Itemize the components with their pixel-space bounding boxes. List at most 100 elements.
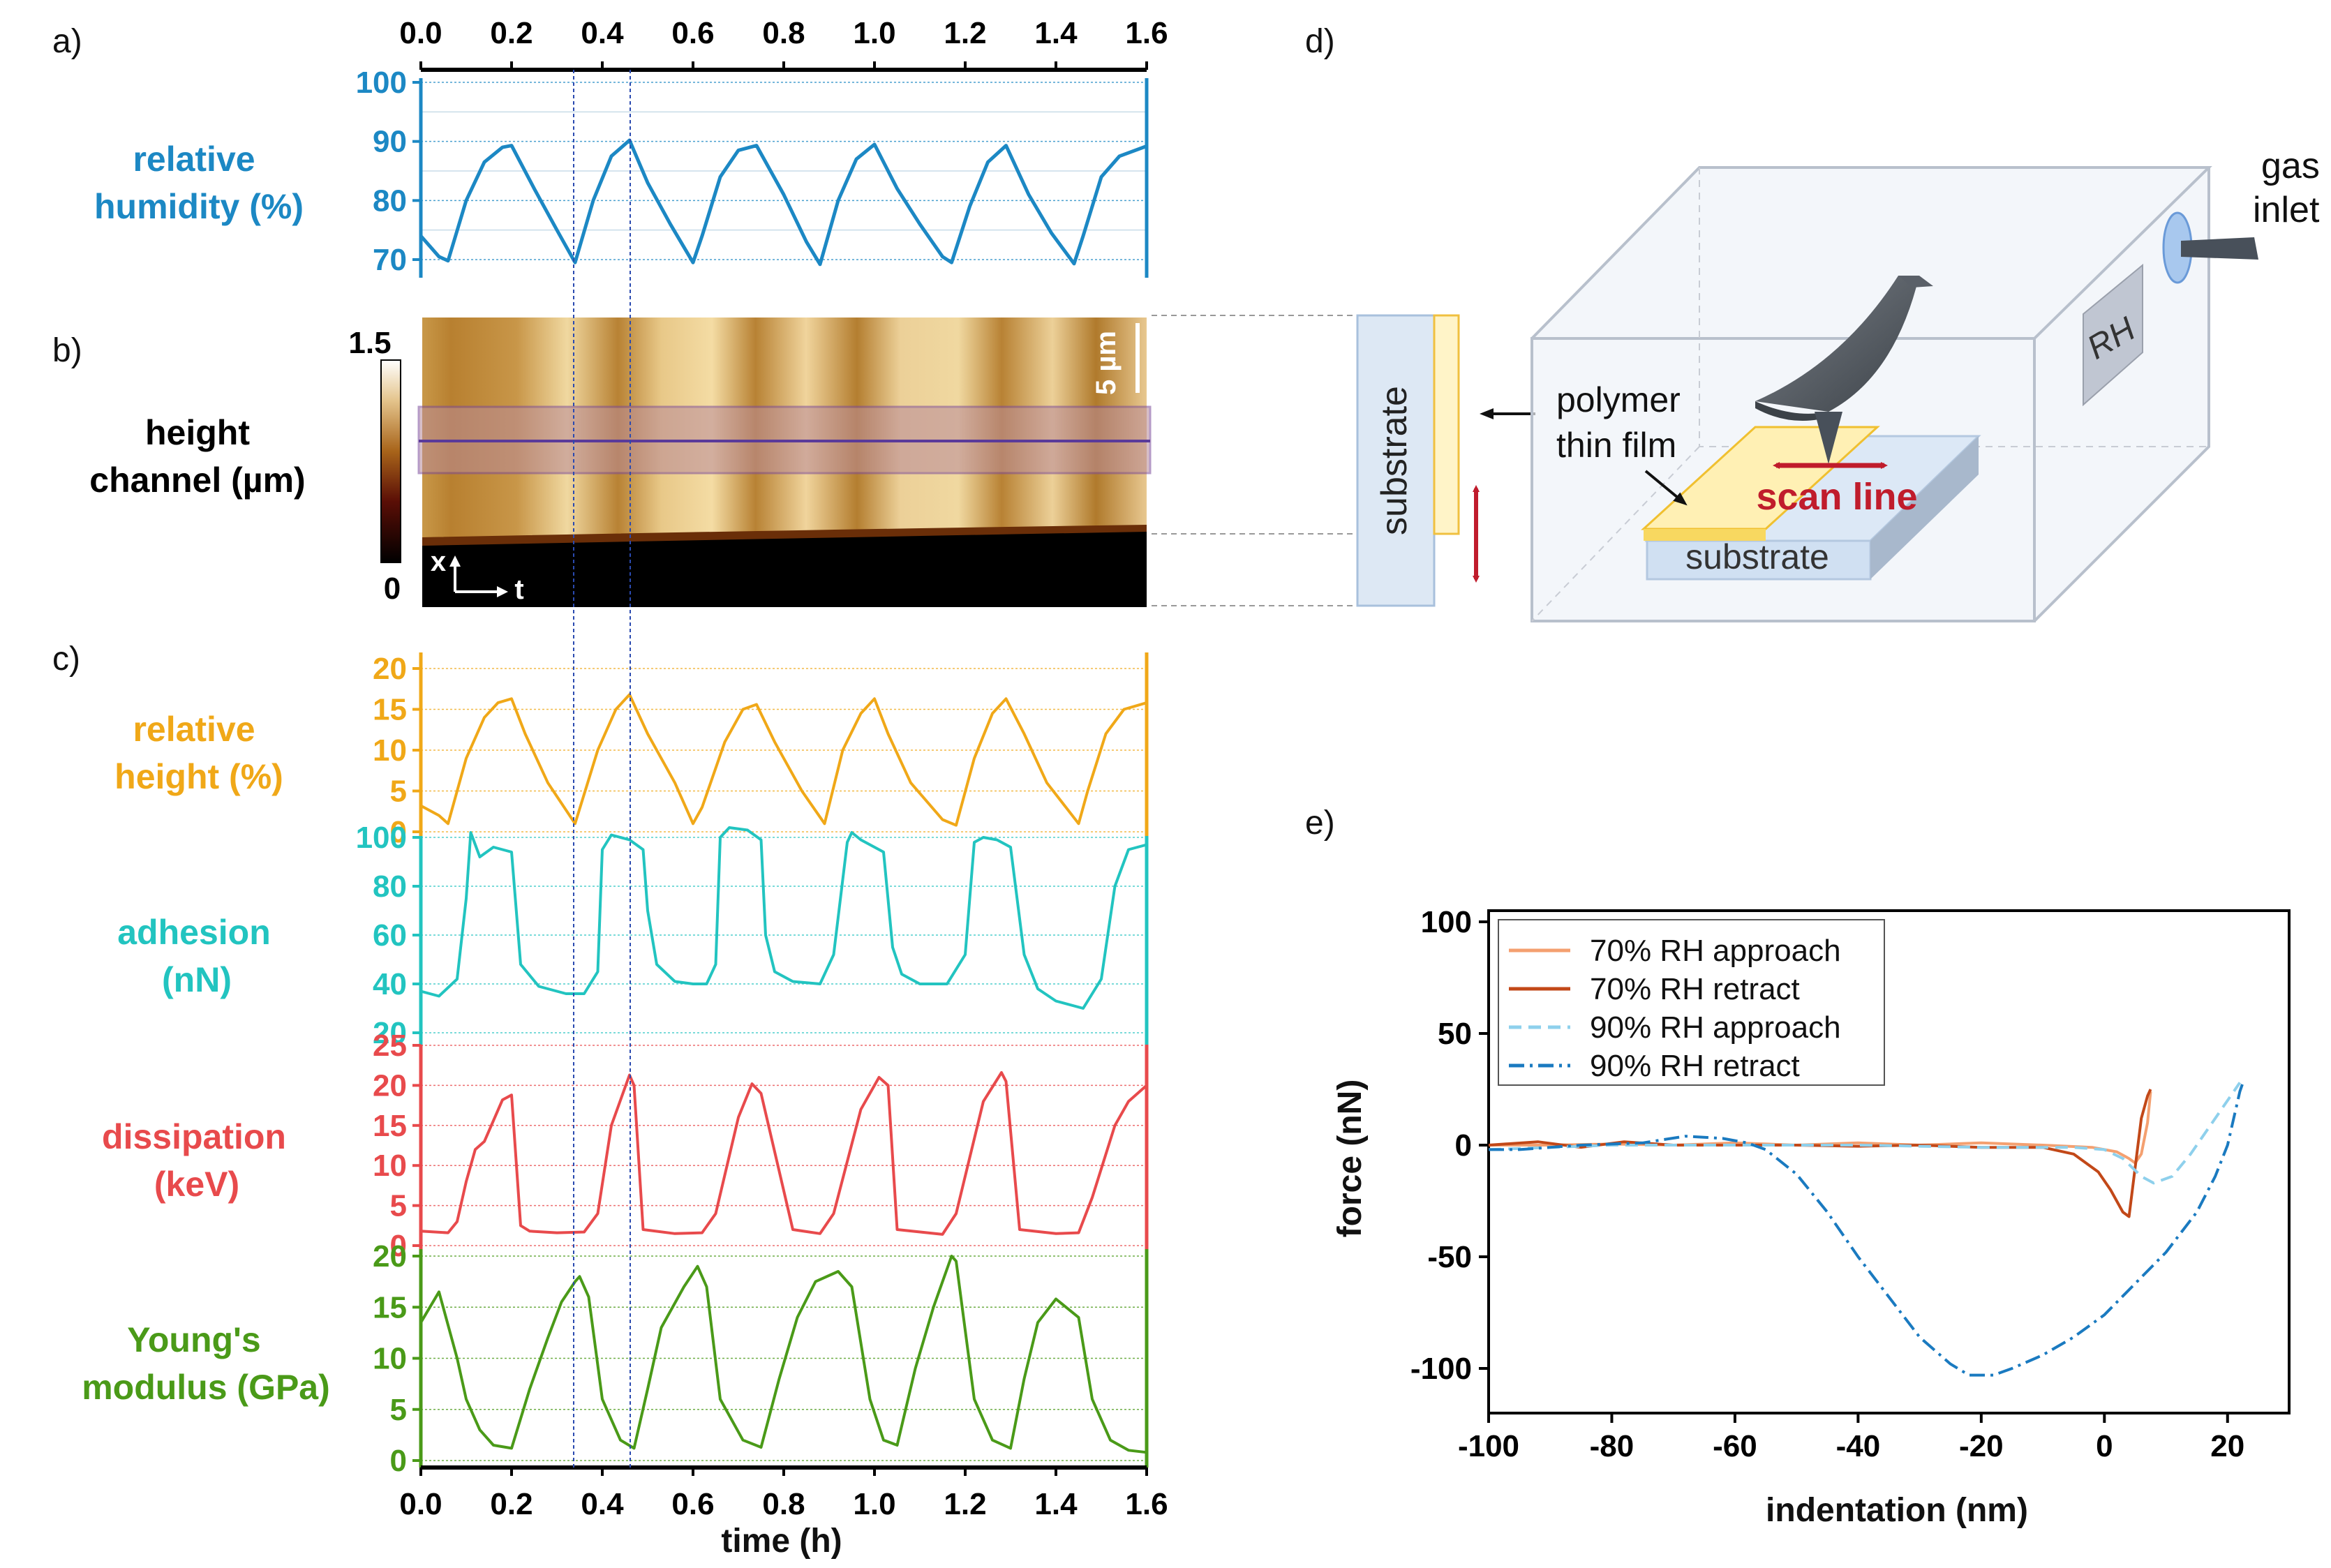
force-xlabel: indentation (nm)	[1766, 1492, 2028, 1529]
modulus-ylabel-1: Young's	[127, 1320, 261, 1359]
adhesion-plot: 20 40 60 80 100	[356, 821, 1149, 1050]
force-curve-chart: -100 -80 -60 -40 -20 0 20 -100 -50 0 50 100 indenta…	[1332, 905, 2291, 1529]
bottom-tick-label: 0.2	[490, 1487, 533, 1521]
rh-sensor	[2083, 263, 2143, 407]
y-tick-label: 50	[1438, 1017, 1472, 1051]
adhesion-ylabel-2: (nN)	[162, 960, 232, 999]
x-tick-label: 20	[2210, 1429, 2244, 1463]
bottom-tick-label: 1.4	[1034, 1487, 1078, 1521]
y-tick-label: 0	[390, 1229, 407, 1263]
force-series-line	[1488, 1082, 2242, 1185]
top-tick-label: 0.0	[399, 16, 442, 50]
gas-inlet-label-1: gas	[2261, 146, 2320, 186]
series-line-adhesion	[420, 826, 1147, 1010]
bottom-tick-label: 1.2	[944, 1487, 986, 1521]
y-tick-label: 80	[373, 869, 407, 904]
series-line-dissipation	[420, 1071, 1148, 1236]
bottom-tick-label: 0.0	[399, 1487, 442, 1521]
bottom-tick-label: 0.6	[671, 1487, 714, 1521]
x-tick-label: -40	[1836, 1429, 1881, 1463]
top-tick-label: 0.8	[762, 16, 805, 50]
axis-t-label: t	[514, 574, 523, 605]
y-tick-label: 40	[373, 967, 407, 1001]
y-tick-label: 15	[373, 693, 407, 727]
humidity-plot: 70 80 90 100	[356, 66, 1149, 278]
series-line-youngs-modulus	[419, 1255, 1147, 1454]
y-tick-label: 20	[373, 1068, 407, 1103]
y-tick-label: 10	[373, 1149, 407, 1183]
height-ylabel-line2: channel (µm)	[89, 461, 305, 500]
scale-bar-label: 5 µm	[1091, 331, 1122, 395]
force-series-line	[1489, 1091, 2152, 1165]
y-tick-label: 100	[1421, 905, 1472, 939]
y-tick-label: 10	[373, 1342, 407, 1376]
humidity-ylabel-line1: relative	[133, 140, 255, 179]
y-tick-label: 90	[373, 125, 407, 159]
substrate-region	[422, 530, 1147, 607]
top-tick-label: 0.6	[671, 16, 714, 50]
y-tick-label: 5	[390, 1393, 407, 1427]
y-tick-label: 0	[390, 815, 407, 849]
legend-label: 70% RH retract	[1590, 972, 1800, 1006]
force-series-line	[1488, 1089, 2152, 1218]
height-ylabel-1: relative	[133, 710, 255, 749]
humidity-ylabel-line2: humidity (%)	[94, 187, 304, 226]
relative-height-plot: 0 5 10 15 20	[373, 652, 1149, 849]
polymer-label-2: thin film	[1556, 426, 1676, 465]
y-tick-label: 70	[373, 243, 407, 277]
y-tick-label: -50	[1427, 1240, 1472, 1274]
force-plot-frame	[1487, 909, 2291, 1414]
force-series-line	[1489, 1082, 2244, 1377]
x-tick-label: -60	[1713, 1429, 1757, 1463]
polymer-label-1: polymer	[1556, 380, 1681, 419]
bottom-tick-label: 1.0	[853, 1487, 895, 1521]
panel-label-e: e)	[1305, 805, 1335, 842]
bottom-tick-label: 1.6	[1125, 1487, 1168, 1521]
y-tick-label: 100	[356, 66, 407, 100]
y-tick-label: 5	[390, 775, 407, 809]
colorbar-max: 1.5	[348, 326, 391, 360]
top-tick-label: 1.4	[1034, 16, 1078, 50]
series-line-relative-height	[420, 693, 1147, 827]
y-tick-label: 60	[373, 918, 407, 953]
legend-label: 90% RH retract	[1590, 1049, 1800, 1083]
bottom-tick-label: 0.8	[762, 1487, 805, 1521]
top-tick-label: 1.2	[944, 16, 986, 50]
x-tick-label: -80	[1590, 1429, 1634, 1463]
colorbar	[380, 359, 401, 563]
dissipation-ylabel-1: dissipation	[102, 1117, 286, 1156]
y-tick-label: 15	[373, 1290, 407, 1324]
force-ylabel: force (nN)	[1332, 1080, 1369, 1238]
y-tick-label: 0	[1455, 1128, 1472, 1163]
y-tick-label: 100	[356, 821, 407, 855]
y-tick-label: 25	[373, 1029, 407, 1063]
top-time-ticks: 0.0 0.2 0.4 0.6 0.8 1.0 1.2 1.4 1.6	[399, 16, 1168, 70]
legend-label: 90% RH approach	[1590, 1010, 1841, 1045]
y-tick-label: 15	[373, 1109, 407, 1143]
height-channel-image: 5 µm x t 1.5 0 height channel (µm)	[89, 318, 1152, 607]
scan-line-label: scan line	[1756, 476, 1917, 518]
y-tick-label: 20	[373, 1239, 407, 1274]
youngs-modulus-plot: 0 5 10 15 20	[373, 1239, 1149, 1478]
afm-tip	[1815, 412, 1842, 464]
axis-x-label: x	[431, 546, 446, 577]
legend-label: 70% RH approach	[1590, 934, 1841, 968]
substrate-label: substrate	[1685, 537, 1829, 576]
bottom-time-ticks: 0.0 0.2 0.4 0.6 0.8 1.0 1.2 1.4 1.6	[399, 1468, 1168, 1521]
dissipation-ylabel-2: (keV)	[154, 1165, 239, 1204]
top-tick-label: 1.0	[853, 16, 895, 50]
top-tick-label: 0.4	[581, 16, 624, 50]
y-tick-label: 10	[373, 733, 407, 768]
x-tick-label: -20	[1959, 1429, 2004, 1463]
dissipation-plot: 0 5 10 15 20 25	[373, 1029, 1149, 1263]
adhesion-ylabel-1: adhesion	[117, 913, 270, 952]
gas-inlet-tube	[2181, 237, 2258, 260]
time-axis-label: time (h)	[721, 1523, 842, 1560]
cantilever	[1755, 276, 1919, 412]
panel-label-c: c)	[52, 641, 80, 678]
side-substrate	[1356, 314, 1436, 607]
y-tick-label: 20	[373, 652, 407, 686]
force-plot: -100 -80 -60 -40 -20 0 20 -100 -50 0 50 100	[1410, 905, 2291, 1463]
y-tick-label: 20	[373, 1016, 407, 1050]
